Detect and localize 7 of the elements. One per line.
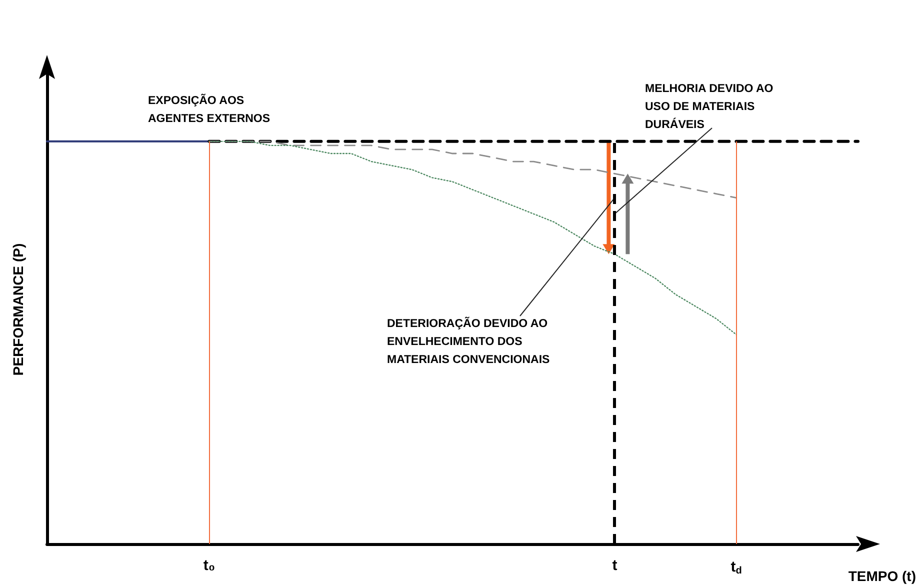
x-axis-title: TEMPO (t) bbox=[848, 568, 916, 584]
annotation: DETERIORAÇÃO DEVIDO AO ENVELHECIMENTO DOS MATERIAIS CONVENCIONAIS bbox=[387, 316, 550, 366]
annotation: MELHORIA DEVIDO AO USO DE MATERIAIS DURÁVEIS bbox=[645, 83, 774, 131]
text: EXPOSIÇÃO AOS AGENTES EXTERNOS bbox=[148, 93, 270, 125]
x-tick-label: t bbox=[612, 557, 618, 574]
x-tick-label: t₀ bbox=[203, 557, 216, 574]
y-axis-title: PERFORMANCE (P) bbox=[10, 243, 26, 376]
